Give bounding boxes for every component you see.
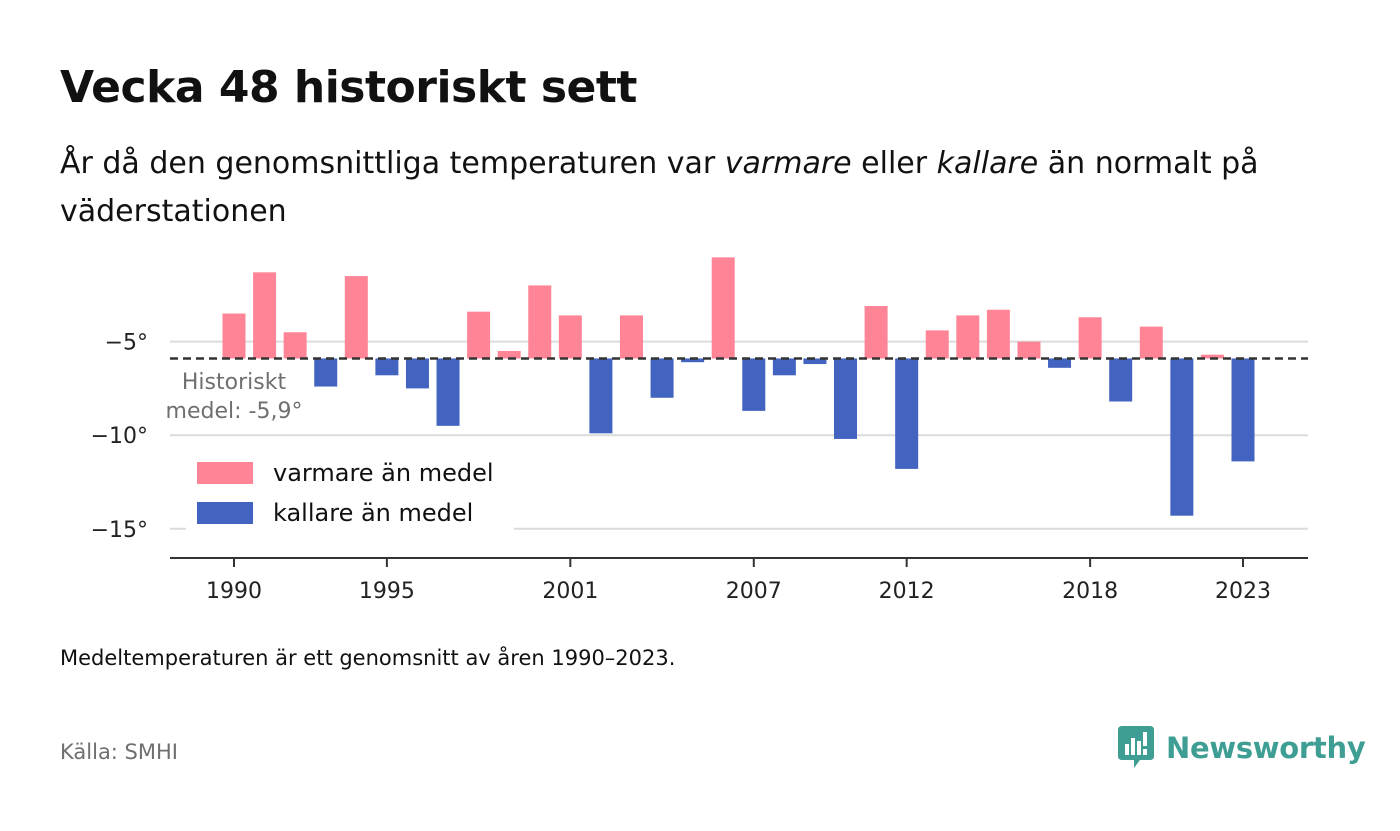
legend-label: kallare än medel xyxy=(273,499,473,527)
bar-1996 xyxy=(405,358,429,389)
bar-2020 xyxy=(1139,326,1163,359)
bar-2012 xyxy=(895,358,919,469)
x-tick-label: 1995 xyxy=(359,579,415,604)
bar-2010 xyxy=(834,358,858,439)
bar-2013 xyxy=(925,330,949,359)
bar-2018 xyxy=(1078,317,1102,359)
bar-2001 xyxy=(558,315,582,359)
baseline-label-halo: Historiskt xyxy=(182,370,287,395)
baseline-label-halo: medel: -5,9° xyxy=(166,399,303,424)
bar-2011 xyxy=(864,306,888,359)
legend-swatch xyxy=(197,502,253,524)
source-text: Källa: SMHI xyxy=(60,740,178,764)
subtitle-part-1: År då den genomsnittliga temperaturen va… xyxy=(60,146,725,181)
x-tick-label: 1990 xyxy=(206,579,262,604)
x-tick-label: 2007 xyxy=(726,579,782,604)
bar-2022 xyxy=(1200,354,1224,359)
bar-2006 xyxy=(711,257,735,359)
bar-2003 xyxy=(619,315,643,359)
chart-note: Medeltemperaturen är ett genomsnitt av å… xyxy=(60,646,676,670)
bar-2023 xyxy=(1231,358,1255,462)
bar-2002 xyxy=(589,358,613,434)
bar-2014 xyxy=(956,315,980,359)
bar-2016 xyxy=(1017,341,1041,359)
bar-2004 xyxy=(650,358,674,398)
bar-2017 xyxy=(1048,358,1072,368)
bar-1997 xyxy=(436,358,460,426)
baseline-label: Historiskt xyxy=(182,370,287,395)
chart-subtitle: År då den genomsnittliga temperaturen va… xyxy=(60,140,1300,236)
x-tick-label: 2001 xyxy=(542,579,598,604)
bar-2008 xyxy=(772,358,796,376)
legend-swatch xyxy=(197,462,253,484)
y-tick-label: −10° xyxy=(91,424,148,449)
chart-title: Vecka 48 historiskt sett xyxy=(60,62,637,113)
x-tick-label: 2012 xyxy=(879,579,935,604)
bar-1995 xyxy=(375,358,399,376)
bar-1994 xyxy=(344,276,368,359)
bar-2000 xyxy=(528,285,552,359)
bar-1991 xyxy=(253,272,277,359)
bar-1993 xyxy=(314,358,338,387)
brand-logo: Newsworthy xyxy=(1118,726,1366,770)
y-tick-label: −15° xyxy=(91,518,148,543)
bar-1999 xyxy=(497,350,521,359)
bar-2009 xyxy=(803,358,827,365)
bar-2005 xyxy=(681,358,705,363)
x-tick-label: 2018 xyxy=(1062,579,1118,604)
y-tick-label: −5° xyxy=(105,331,148,356)
subtitle-cold-word: kallare xyxy=(936,146,1039,181)
bar-1998 xyxy=(467,311,491,359)
bar-2015 xyxy=(986,309,1010,359)
bar-2007 xyxy=(742,358,766,411)
brand-name: Newsworthy xyxy=(1166,731,1366,765)
subtitle-warm-word: varmare xyxy=(724,146,852,181)
x-tick-label: 2023 xyxy=(1215,579,1271,604)
bar-2019 xyxy=(1109,358,1133,402)
bar-1992 xyxy=(283,332,307,359)
bar-1990 xyxy=(222,313,246,359)
baseline-label: medel: -5,9° xyxy=(166,399,303,424)
newsworthy-logo-icon xyxy=(1118,726,1154,768)
legend-label: varmare än medel xyxy=(273,459,494,487)
subtitle-part-2: eller xyxy=(851,146,937,181)
bar-2021 xyxy=(1170,358,1194,516)
subtitle-part-3: än normalt på väderstationen xyxy=(60,146,1259,229)
